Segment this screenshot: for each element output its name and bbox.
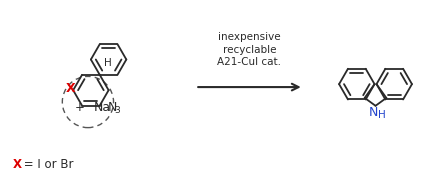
Text: N: N xyxy=(107,101,117,114)
Text: inexpensive: inexpensive xyxy=(218,32,281,42)
Text: +: + xyxy=(75,101,85,114)
Text: Na: Na xyxy=(94,101,111,114)
Text: recyclable: recyclable xyxy=(223,45,276,55)
Text: = I or Br: = I or Br xyxy=(20,158,74,171)
Text: H: H xyxy=(104,58,112,68)
Text: X: X xyxy=(65,82,75,95)
Text: A21-CuI cat.: A21-CuI cat. xyxy=(217,57,282,68)
Text: X: X xyxy=(13,158,22,171)
Text: 3: 3 xyxy=(115,106,120,115)
Text: N: N xyxy=(369,106,378,119)
Text: H: H xyxy=(377,110,385,120)
